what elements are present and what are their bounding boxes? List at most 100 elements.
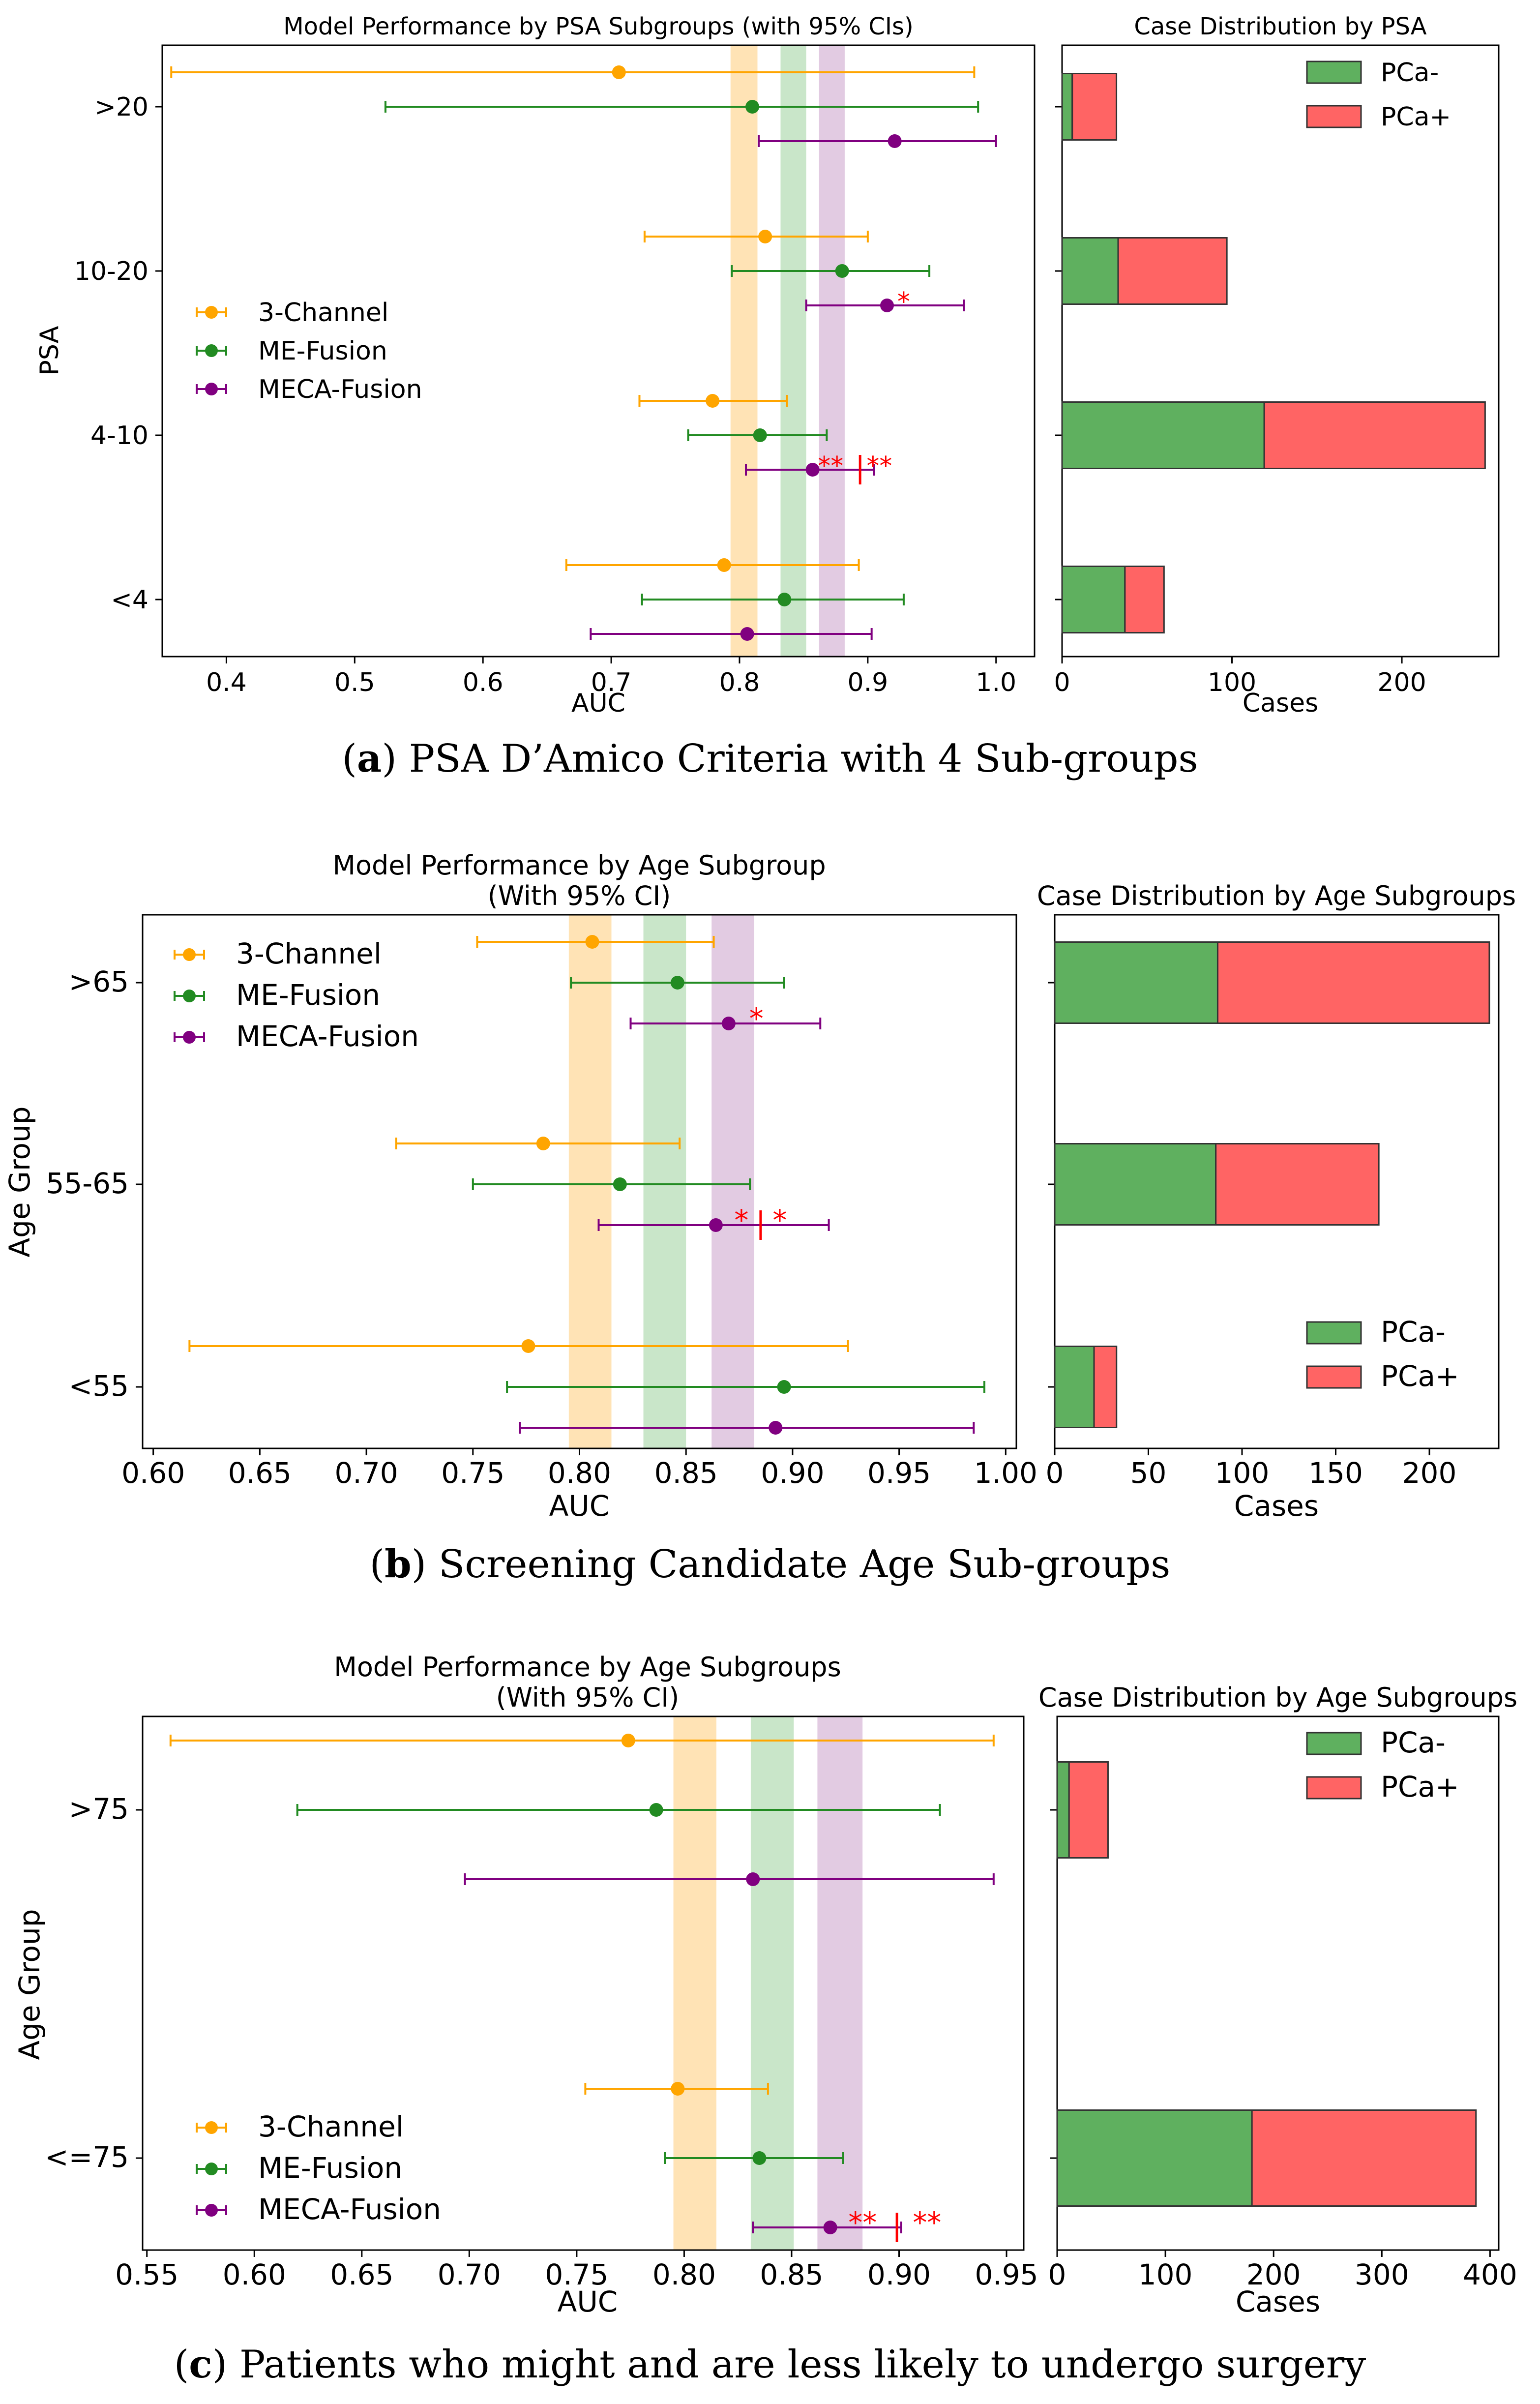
- band-2-2: [817, 1716, 863, 2250]
- bar-pca-neg-1-1: [1054, 1143, 1217, 1226]
- legend-label-1-0: 3-Channel: [236, 937, 382, 970]
- bar-xlabel-2: Cases: [1236, 2285, 1320, 2318]
- ylabel-2: Age Group: [13, 1909, 46, 2060]
- auc-point-2-2-1: [823, 2221, 837, 2234]
- auc-point-2-0-1: [671, 2082, 685, 2096]
- xtick-label-2-5: 0.80: [652, 2258, 716, 2291]
- legend-marker-2-1: [205, 2163, 218, 2175]
- xtick-label-1-3: 0.75: [441, 1456, 504, 1490]
- xtick-label-1-6: 0.90: [761, 1456, 824, 1490]
- bar-pca-neg-0-3: [1061, 566, 1126, 633]
- sig-mark-1-2: *: [772, 1203, 787, 1237]
- bar-xlabel-1: Cases: [1234, 1489, 1319, 1523]
- band-0-0: [730, 45, 758, 657]
- sig-mark-0-1: **: [818, 451, 843, 481]
- bar-pca-pos-1-0: [1216, 941, 1490, 1024]
- bar-legend-label-1-0: PCa-: [1381, 1315, 1446, 1349]
- xtick-label-0-6: 1.0: [976, 668, 1016, 697]
- xtick-label-2-0: 0.55: [115, 2258, 178, 2291]
- bar-pca-pos-1-2: [1093, 1346, 1118, 1428]
- bar-pca-neg-1-0: [1054, 941, 1218, 1024]
- band-1-1: [643, 915, 686, 1448]
- bar-xtick-label-2-0: 0: [1048, 2258, 1066, 2291]
- bar-legend-swatch-1-0: [1306, 1321, 1362, 1345]
- legend-marker-1-0: [183, 948, 196, 961]
- bar-xtick-label-1-0: 0: [1046, 1456, 1064, 1490]
- auc-point-1-0-1: [536, 1137, 550, 1150]
- ylabel-0: PSA: [35, 326, 64, 375]
- auc-point-1-0-2: [521, 1339, 535, 1353]
- sig-mark-1-1: *: [734, 1203, 748, 1237]
- xtick-label-1-5: 0.85: [654, 1456, 718, 1490]
- xtick-label-0-1: 0.5: [334, 668, 375, 697]
- legend-label-2-2: MECA-Fusion: [258, 2193, 441, 2226]
- bar-pca-pos-1-1: [1215, 1143, 1380, 1226]
- auc-point-0-1-3: [777, 593, 792, 606]
- xtick-label-2-8: 0.95: [975, 2258, 1038, 2291]
- bar-pca-neg-0-1: [1061, 237, 1119, 305]
- bar-xlabel-0: Cases: [1243, 689, 1318, 718]
- auc-point-1-2-2: [769, 1421, 783, 1435]
- xtick-label-0-5: 0.9: [848, 668, 888, 697]
- xtick-label-2-4: 0.75: [545, 2258, 608, 2291]
- auc-point-1-1-0: [670, 976, 684, 990]
- auc-point-1-1-2: [777, 1380, 791, 1394]
- bar-pca-pos-2-1: [1251, 2109, 1477, 2207]
- forest-title-2-0: Model Performance by Age Subgroups: [334, 1652, 841, 1683]
- ytick-label-2-0: >75: [69, 1792, 129, 1826]
- bar-pca-neg-2-1: [1056, 2109, 1253, 2207]
- bar-frame-0: [1061, 44, 1500, 658]
- auc-point-0-0-3: [717, 558, 731, 572]
- legend-marker-1-1: [183, 990, 196, 1002]
- ytick-label-0-2: 4-10: [90, 421, 148, 451]
- auc-point-0-1-1: [835, 264, 849, 278]
- auc-point-1-0-0: [585, 935, 599, 949]
- bar-xtick-label-1-4: 200: [1402, 1456, 1457, 1490]
- auc-point-0-0-0: [612, 65, 626, 79]
- auc-point-0-2-1: [880, 299, 894, 312]
- bar-xtick-label-2-3: 300: [1355, 2258, 1409, 2291]
- auc-point-1-2-0: [721, 1017, 736, 1030]
- xtick-label-1-8: 1.00: [974, 1456, 1037, 1490]
- sig-mark-2-1: **: [913, 2206, 941, 2239]
- auc-point-1-1-1: [613, 1177, 627, 1191]
- bar-xtick-label-1-1: 50: [1130, 1456, 1167, 1490]
- auc-point-0-1-2: [753, 428, 767, 442]
- ytick-label-1-1: 55-65: [46, 1167, 129, 1200]
- bar-pca-pos-2-0: [1068, 1761, 1109, 1859]
- legend-marker-0-2: [205, 383, 218, 395]
- band-2-0: [673, 1716, 716, 2250]
- bar-legend-label-2-1: PCa+: [1381, 1770, 1459, 1803]
- bar-xtick-label-1-3: 150: [1308, 1456, 1363, 1490]
- bar-pca-pos-0-1: [1117, 237, 1228, 305]
- bar-legend-swatch-0-0: [1306, 60, 1362, 84]
- bar-xtick-label-2-1: 100: [1138, 2258, 1193, 2291]
- ytick-label-0-1: 10-20: [74, 257, 148, 286]
- band-1-0: [568, 915, 612, 1448]
- legend-label-0-0: 3-Channel: [258, 298, 388, 328]
- band-0-1: [780, 45, 806, 657]
- forest-title-2-1: (With 95% CI): [496, 1682, 680, 1713]
- legend-label-1-2: MECA-Fusion: [236, 1020, 419, 1053]
- legend-marker-2-0: [205, 2121, 218, 2134]
- band-1-2: [711, 915, 754, 1448]
- legend-label-2-1: ME-Fusion: [258, 2151, 402, 2185]
- legend-label-2-0: 3-Channel: [258, 2110, 404, 2143]
- sig-mark-0-0: *: [897, 287, 910, 317]
- legend-label-1-1: ME-Fusion: [236, 978, 380, 1012]
- bar-legend-label-0-0: PCa-: [1381, 58, 1439, 88]
- xtick-label-2-7: 0.90: [867, 2258, 931, 2291]
- forest-title-1-1: (With 95% CI): [488, 880, 671, 911]
- ytick-label-1-0: >65: [69, 965, 129, 998]
- bar-xtick-label-2-4: 400: [1463, 2258, 1517, 2291]
- xtick-label-1-2: 0.70: [335, 1456, 398, 1490]
- auc-point-2-0-0: [621, 1734, 635, 1747]
- xtick-label-1-0: 0.60: [121, 1456, 185, 1490]
- forest-frame-2: [142, 1715, 1025, 2251]
- auc-point-0-0-1: [758, 230, 772, 243]
- bar-frame-2: [1056, 1715, 1500, 2251]
- legend-marker-2-2: [205, 2204, 218, 2217]
- bar-legend-swatch-2-1: [1306, 1776, 1362, 1800]
- auc-point-0-1-0: [745, 100, 760, 114]
